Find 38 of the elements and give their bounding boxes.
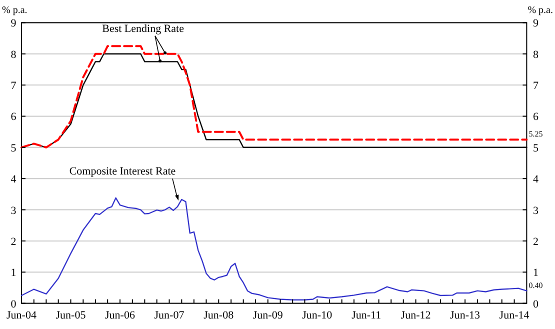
y2-tick-label: 6 [532,111,539,124]
line-series [20,197,528,300]
annotation: Best Lending Rate [102,22,184,35]
x-tick-label: Jun-08 [204,309,234,322]
y2-tick-label: 8 [532,48,539,61]
annotation: 5.25 [528,130,543,139]
x-tick-label: Jun-10 [302,309,333,322]
x-tick-label: Jun-09 [252,309,284,322]
y-tick-label: 5 [10,142,17,154]
x-tick-label: Jun-12 [400,309,431,322]
x-tick-label: Jun-11 [352,309,382,322]
y-tick-label: 7 [10,80,17,92]
y2-tick-label: 7 [532,80,539,92]
x-tick-label: Jun-07 [154,309,185,322]
y-tick-label: 2 [10,236,16,248]
y-tick-label: 9 [10,18,17,30]
y2-tick-label: 4 [532,174,539,186]
y-tick-label: 6 [10,111,17,124]
annotation: Composite Interest Rate [69,166,176,178]
y2-tick-label: 0 [532,298,539,310]
y-tick-label: 4 [10,174,17,186]
x-tick-label: Jun-13 [450,309,480,322]
y-tick-label: 3 [10,204,17,217]
y2-tick-label: 1 [532,267,538,280]
y2-tick-label: 5 [532,142,539,154]
y2-tick-label: 9 [532,18,539,30]
x-tick-label: Jun-04 [6,309,37,322]
x-tick-label: Jun-14 [499,309,530,322]
y-tick-label: 8 [10,48,17,61]
x-tick-label: Jun-06 [105,309,136,322]
y2-tick-label: 2 [532,236,538,248]
annotation: 0.40 [528,280,543,290]
y2-axis-title: % p.a. [528,5,553,16]
y-tick-label: 1 [10,267,16,280]
y-tick-label: 0 [10,298,17,310]
x-tick-label: Jun-05 [56,309,86,322]
y-axis-title: % p.a. [2,5,28,16]
y2-tick-label: 3 [532,204,539,217]
